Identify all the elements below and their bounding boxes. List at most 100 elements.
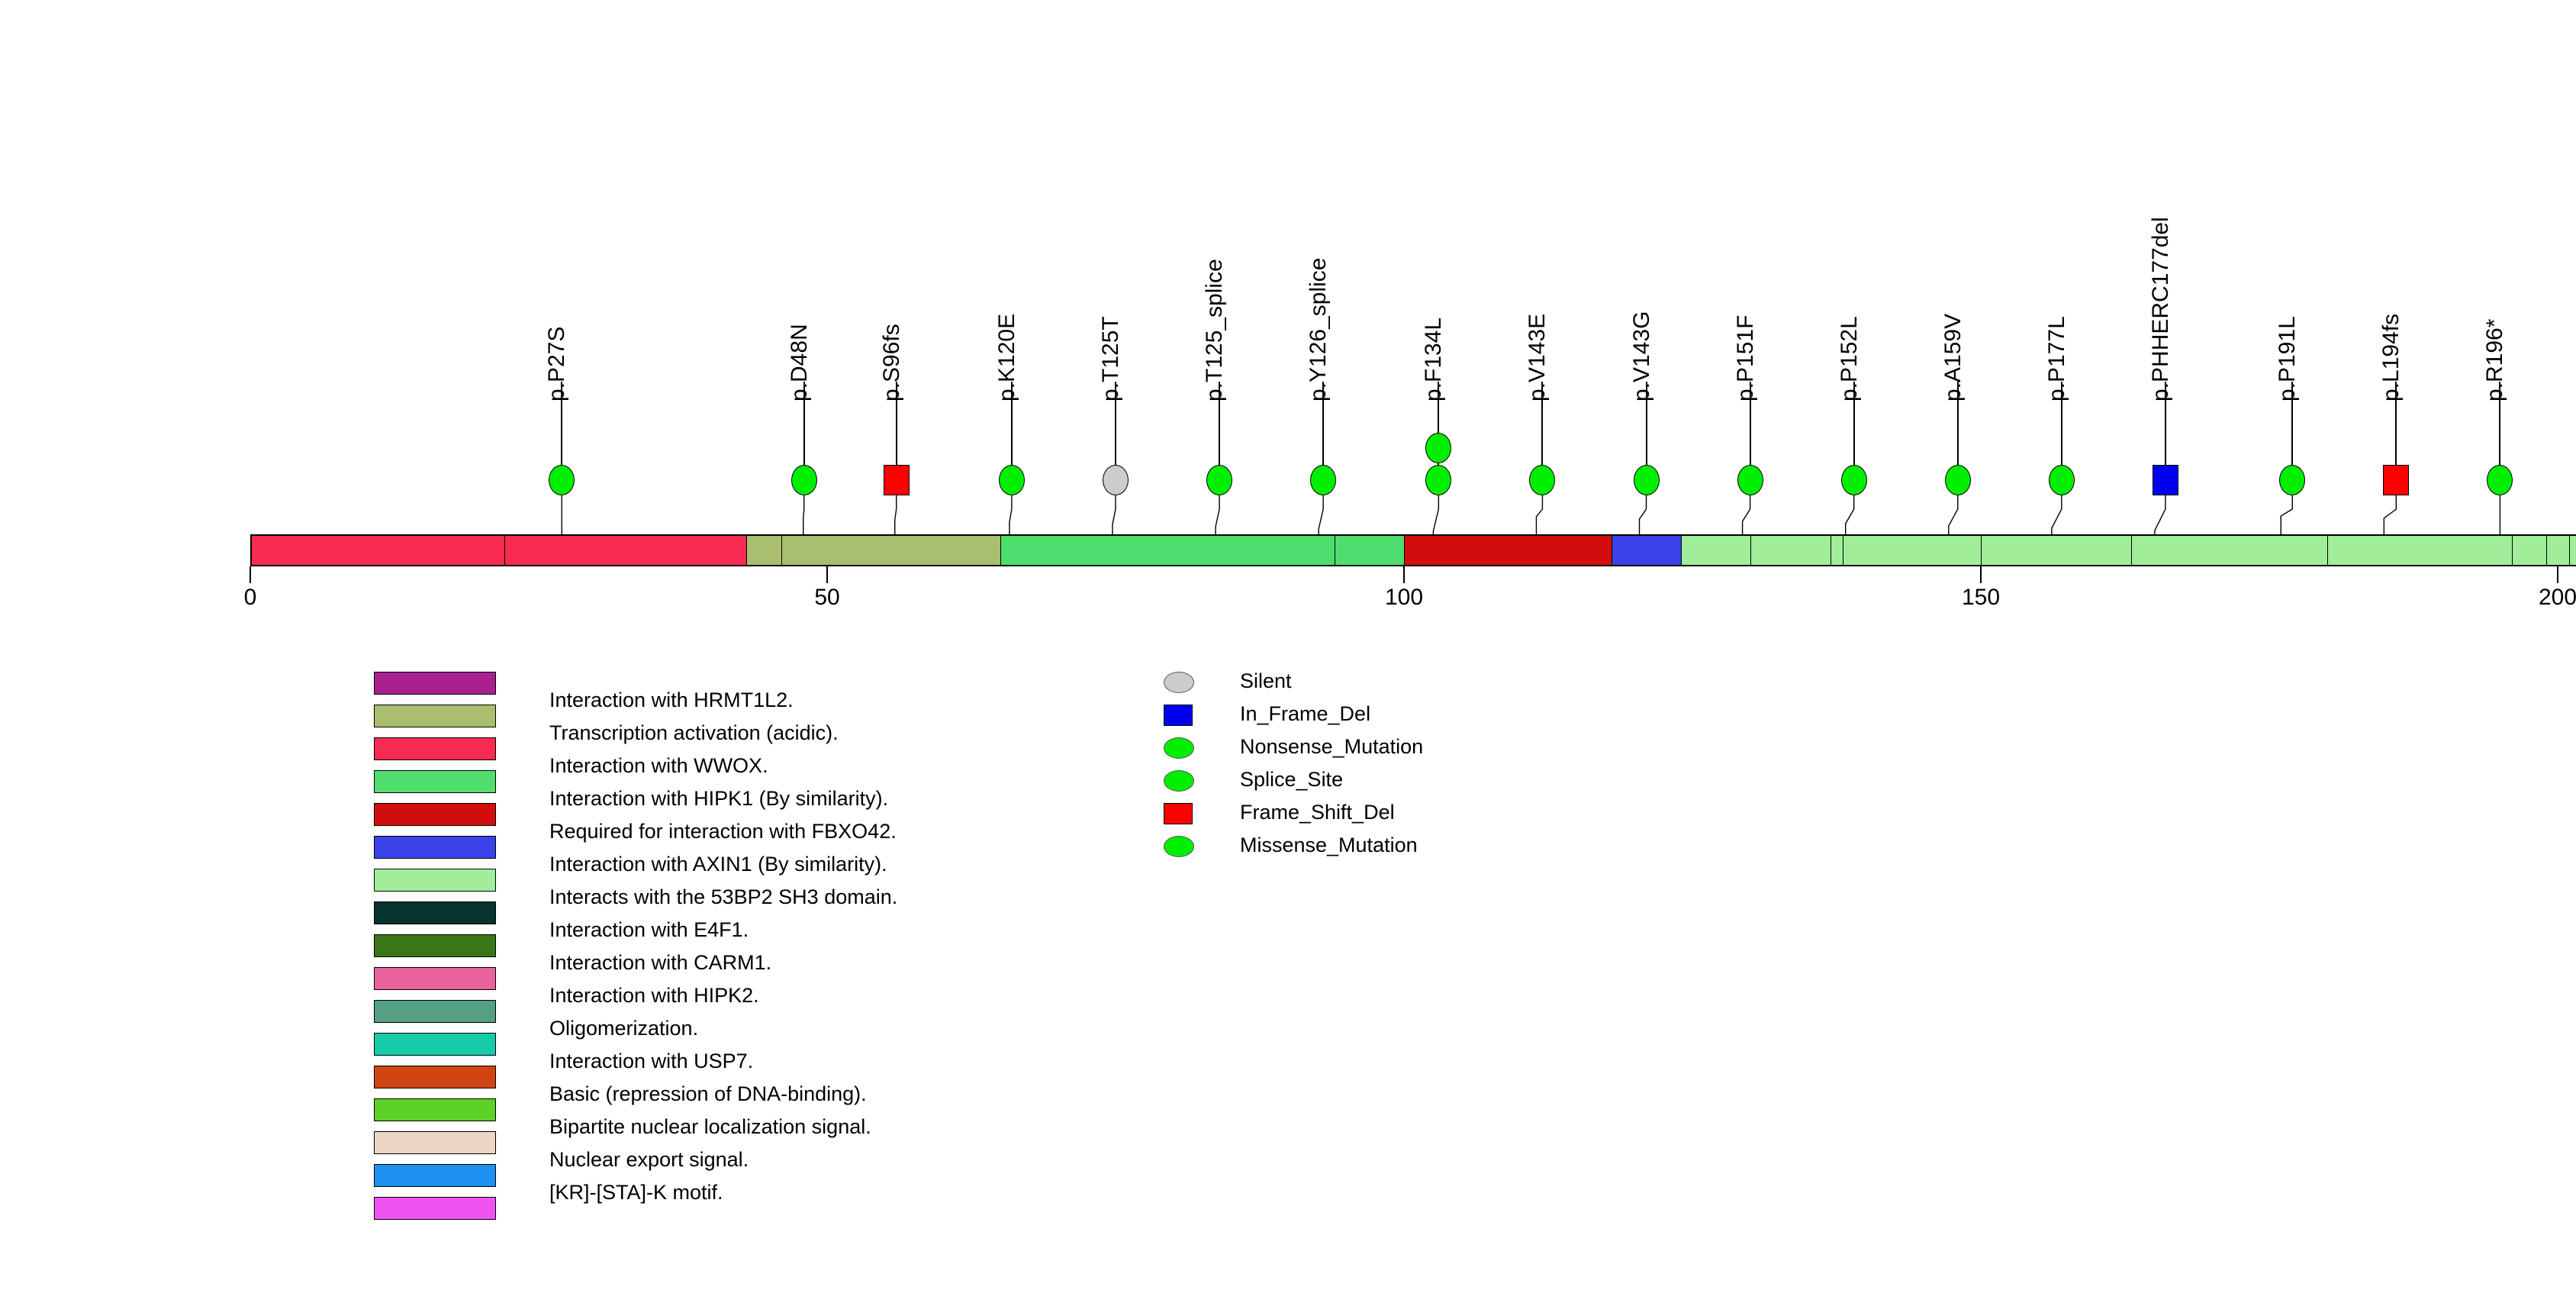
mutation-label: p.S96fs	[878, 324, 904, 402]
axis-tick-label: 150	[1961, 585, 2001, 610]
mutation-legend-ellipse	[1164, 737, 1194, 759]
axis-tick	[2557, 566, 2558, 583]
domain-legend-label: Interaction with HIPK1 (By similarity).	[549, 787, 889, 810]
mutation-label: p.Y126_splice	[1306, 257, 1331, 402]
mutation-marker-nonsense_mutation[interactable]	[2487, 465, 2513, 495]
domain-legend-label: Interaction with E4F1.	[549, 918, 749, 941]
domain-legend-swatch	[374, 869, 496, 892]
mutation-marker-frame_shift_del[interactable]	[2383, 465, 2410, 495]
mutation-stem	[2164, 382, 2166, 480]
mutation-label: p.V143E	[1525, 313, 1550, 402]
domain-segment[interactable]	[2130, 534, 2327, 566]
mutation-label: p.F134L	[1421, 317, 1447, 402]
mutation-legend-label: Splice_Site	[1240, 768, 1344, 791]
mutation-marker-frame_shift_del[interactable]	[883, 465, 910, 495]
domain-segment[interactable]	[1000, 534, 1335, 566]
mutation-stem	[1322, 382, 1325, 480]
mutation-stem	[2291, 382, 2294, 480]
domain-segment[interactable]	[1831, 534, 1843, 566]
mutation-label: p.L194fs	[2378, 313, 2404, 402]
axis-tick-label: 0	[243, 585, 257, 610]
mutation-legend-label: Silent	[1240, 669, 1292, 692]
mutation-marker-missense_mutation[interactable]	[1425, 433, 1452, 463]
domain-legend-swatch	[374, 1098, 496, 1121]
mutation-stem	[561, 382, 563, 480]
mutation-label: p.T125_splice	[1202, 259, 1228, 402]
mutation-legend-square	[1164, 803, 1193, 824]
mutation-label: p.P191L	[2275, 316, 2301, 402]
domain-legend-label: Bipartite nuclear localization signal.	[549, 1115, 871, 1138]
domain-segment[interactable]	[781, 534, 1000, 566]
mutation-marker-missense_mutation[interactable]	[1944, 465, 1971, 495]
domain-legend-label: Nuclear export signal.	[549, 1148, 749, 1171]
mutation-marker-silent[interactable]	[1103, 465, 1129, 495]
domain-legend-label: Basic (repression of DNA-binding).	[549, 1082, 867, 1105]
domain-segment[interactable]	[1612, 534, 1681, 566]
mutation-marker-missense_mutation[interactable]	[1425, 465, 1452, 495]
mutation-stem	[1010, 382, 1013, 480]
domain-legend-swatch	[374, 1066, 496, 1088]
mutation-marker-missense_mutation[interactable]	[791, 465, 817, 495]
domain-legend-swatch	[374, 1000, 496, 1023]
domain-legend-label: Interaction with CARM1.	[549, 951, 772, 974]
domain-segment[interactable]	[746, 534, 781, 566]
mutation-stem	[1749, 382, 1751, 480]
mutation-legend-ellipse	[1164, 672, 1194, 693]
mutation-marker-missense_mutation[interactable]	[549, 465, 575, 495]
mutation-marker-splice_site[interactable]	[1206, 465, 1233, 495]
mutation-label: p.P152L	[1836, 316, 1862, 402]
axis-tick-label: 200	[2538, 585, 2576, 610]
domain-segment[interactable]	[2511, 534, 2546, 566]
domain-legend-swatch	[374, 1033, 496, 1056]
mutation-marker-splice_site[interactable]	[1310, 465, 1337, 495]
domain-legend-label: Oligomerization.	[549, 1017, 699, 1040]
domain-segment[interactable]	[2569, 534, 2576, 566]
domain-segment[interactable]	[1404, 534, 1612, 566]
domain-segment[interactable]	[1680, 534, 1750, 566]
domain-segment[interactable]	[1842, 534, 1981, 566]
domain-segment[interactable]	[1981, 534, 2131, 566]
mutation-marker-missense_mutation[interactable]	[1737, 465, 1763, 495]
mutation-legend-ellipse	[1164, 770, 1194, 792]
mutation-stem	[1645, 382, 1647, 480]
mutation-marker-missense_mutation[interactable]	[1529, 465, 1556, 495]
mutation-stem	[2395, 382, 2397, 480]
axis-tick	[1980, 566, 1982, 583]
mutation-stem	[2499, 382, 2501, 480]
axis-tick	[250, 566, 251, 583]
axis-tick	[826, 566, 828, 583]
domain-segment[interactable]	[2545, 534, 2570, 566]
mutation-stem	[1219, 382, 1221, 480]
mutation-legend-label: Missense_Mutation	[1240, 834, 1418, 856]
domain-legend-swatch	[374, 770, 496, 793]
mutation-marker-missense_mutation[interactable]	[2048, 465, 2075, 495]
mutation-label: p.P177L	[2043, 316, 2069, 402]
axis-tick	[1403, 566, 1405, 583]
domain-segment[interactable]	[504, 534, 747, 566]
domain-legend-swatch	[374, 836, 496, 859]
domain-segment[interactable]	[2326, 534, 2512, 566]
mutation-marker-missense_mutation[interactable]	[998, 465, 1025, 495]
mutation-legend-label: Nonsense_Mutation	[1240, 735, 1424, 758]
domain-legend-label: Interaction with WWOX.	[549, 754, 768, 777]
axis-tick-label: 100	[1384, 585, 1424, 610]
mutation-label: p.K120E	[993, 313, 1019, 402]
domain-legend-label: Required for interaction with FBXO42.	[549, 820, 897, 843]
mutation-marker-missense_mutation[interactable]	[1633, 465, 1660, 495]
mutation-legend-ellipse	[1164, 836, 1194, 857]
domain-segment[interactable]	[1750, 534, 1831, 566]
domain-legend-swatch	[374, 737, 496, 760]
mutation-marker-missense_mutation[interactable]	[1840, 465, 1867, 495]
mutation-marker-in_frame_del[interactable]	[2152, 465, 2178, 495]
domain-legend-label: Interaction with HIPK2.	[549, 984, 759, 1007]
mutation-stem	[803, 382, 805, 480]
domain-segment[interactable]	[250, 534, 504, 566]
mutation-marker-missense_mutation[interactable]	[2279, 465, 2306, 495]
domain-legend-swatch	[374, 672, 496, 695]
mutation-stem	[1115, 382, 1116, 480]
protein-bar-outline	[250, 534, 2576, 566]
mutation-label: p.PHHERC177del	[2147, 217, 2173, 402]
domain-segment[interactable]	[1335, 534, 1404, 566]
domain-legend-label: [KR]-[STA]-K motif.	[549, 1181, 723, 1204]
